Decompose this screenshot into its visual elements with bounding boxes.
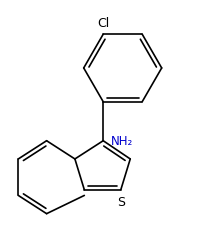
Text: NH₂: NH₂	[111, 135, 133, 148]
Text: Cl: Cl	[97, 17, 109, 30]
Text: S: S	[117, 196, 125, 209]
